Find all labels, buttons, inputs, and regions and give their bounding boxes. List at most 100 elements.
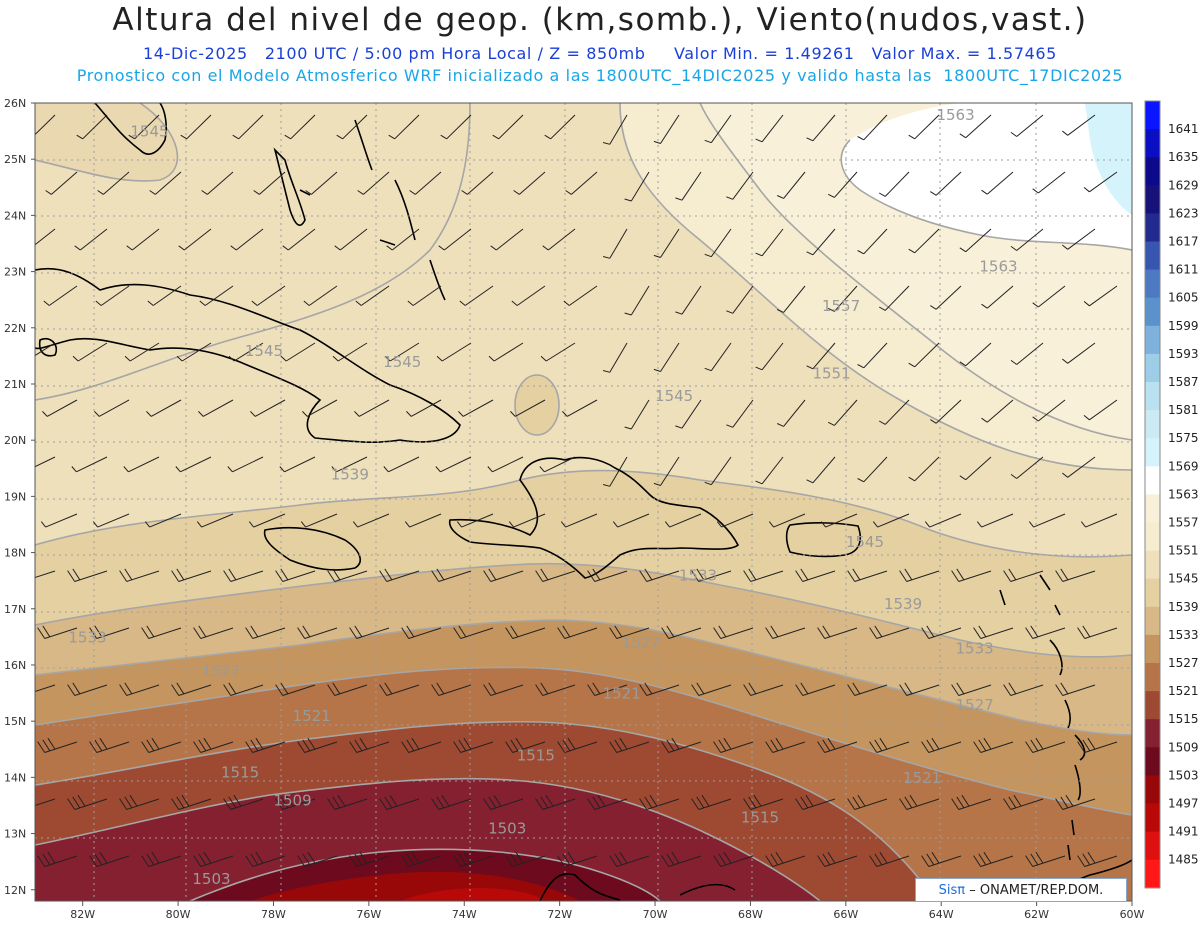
lat-label: 13N [4, 828, 26, 841]
wind-barb [624, 399, 650, 430]
wind-barb [869, 851, 910, 867]
wind-barb [388, 114, 420, 140]
colorbar-swatch [1145, 747, 1160, 776]
wind-barb [743, 794, 784, 810]
wind-barb [89, 625, 130, 639]
wind-barb [199, 285, 234, 306]
wind-barb [95, 285, 130, 306]
colorbar-swatch [1145, 353, 1160, 383]
wind-barb [303, 285, 338, 306]
wind-barb [355, 285, 390, 306]
lon-label: 66W [833, 908, 858, 921]
wind-barb [563, 285, 598, 306]
colorbar-label: 1575 [1168, 431, 1199, 445]
wind-barb [1025, 737, 1066, 753]
wind-barb [878, 399, 910, 425]
wind-barb [609, 625, 650, 639]
wind-barb [675, 171, 702, 201]
wind-barb [847, 682, 888, 696]
colorbar-label: 1539 [1168, 600, 1199, 614]
wind-barb [141, 737, 182, 753]
wind-barb [691, 682, 732, 696]
wind-barb [505, 851, 546, 867]
wind-barb [587, 794, 628, 810]
wind-barb [1083, 399, 1118, 421]
wind-barb [878, 171, 910, 197]
wind-barb [196, 513, 234, 528]
wind-barb [97, 171, 130, 195]
wind-barb [539, 456, 576, 473]
contour-label: 1551 [812, 364, 850, 382]
lon-label: 68W [738, 908, 763, 921]
wind-barb [401, 625, 442, 639]
wind-barb [513, 171, 546, 195]
wind-barb [1032, 285, 1066, 308]
bahamas-islands [299, 119, 446, 301]
colorbar-label: 1641 [1168, 122, 1199, 136]
wind-barb [76, 114, 108, 140]
map-subtitle-model: Pronostico con el Modelo Atmosferico WRF… [76, 66, 1124, 85]
wind-barb [483, 794, 524, 810]
contour-label: 1533 [68, 628, 106, 646]
contour-label: 1563 [979, 258, 1017, 276]
wind-barb [223, 682, 264, 696]
wind-barb [297, 851, 338, 867]
wind-barb [37, 851, 78, 867]
wind-barb [1077, 625, 1118, 639]
lon-label: 72W [547, 908, 572, 921]
colorbar-swatch [1145, 494, 1160, 523]
wind-barb [42, 399, 78, 417]
wind-barb [349, 625, 390, 639]
wind-barb [458, 399, 494, 417]
wind-barb [857, 456, 888, 483]
wind-barb [1010, 114, 1044, 137]
lon-label: 70W [643, 908, 668, 921]
wind-barb [352, 513, 390, 528]
wind-barb [279, 456, 316, 473]
contour-label: 1515 [517, 747, 555, 765]
contour-label: 1521 [293, 707, 331, 725]
wind-barb [973, 851, 1014, 867]
contour-labels: 1545 1563 1563 1557 1551 1545 1545 1545 1539 1545… [68, 106, 1017, 888]
wind-barb [847, 794, 888, 810]
wind-barb [755, 114, 784, 143]
lat-label: 24N [4, 209, 26, 222]
wind-barb [74, 228, 108, 251]
wind-barb [726, 285, 754, 314]
wind-barb [193, 625, 234, 639]
lat-label: 21N [4, 378, 26, 391]
lon-label: 74W [452, 908, 477, 921]
wind-barb [453, 625, 494, 639]
wind-barb [704, 342, 732, 372]
wind-barb [806, 228, 836, 256]
wind-barb [35, 798, 56, 807]
wind-barb [404, 513, 442, 528]
wind-barb [976, 513, 1014, 528]
wind-barb [275, 794, 316, 810]
wind-barb [511, 285, 546, 306]
wind-barb [71, 456, 108, 473]
wind-barb [379, 794, 420, 810]
wind-barb [171, 568, 212, 582]
contour-label: 1545 [383, 353, 421, 371]
wind-barb [171, 682, 212, 696]
colorbar-label: 1545 [1168, 572, 1199, 586]
credit-box: Sisπ – ONAMET/REP.DOM. [915, 878, 1127, 902]
wind-barb [857, 342, 888, 369]
wind-barb [327, 568, 368, 582]
latitude-labels: 26N 25N 24N 23N 22N 21N 20N 19N 18N 17N 16N 15N 14N 1… [4, 97, 35, 897]
wind-barb [436, 342, 472, 362]
wind-barb [431, 794, 472, 810]
graticule [35, 103, 1132, 901]
wind-barb [1077, 851, 1118, 867]
lat-label: 17N [4, 603, 26, 616]
wind-barb [768, 513, 806, 528]
wind-barb [661, 737, 702, 753]
wind-barb [743, 568, 784, 582]
wind-barb [857, 228, 888, 255]
wind-barb [1010, 342, 1044, 365]
wind-barb [602, 456, 628, 487]
lat-label: 19N [4, 490, 26, 503]
wind-barb [406, 399, 442, 417]
colorbar-label: 1533 [1168, 628, 1199, 642]
